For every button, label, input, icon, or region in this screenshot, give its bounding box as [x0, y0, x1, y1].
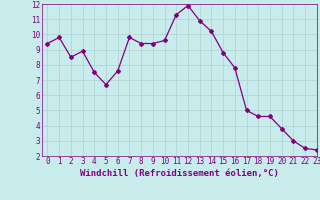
X-axis label: Windchill (Refroidissement éolien,°C): Windchill (Refroidissement éolien,°C)	[80, 169, 279, 178]
